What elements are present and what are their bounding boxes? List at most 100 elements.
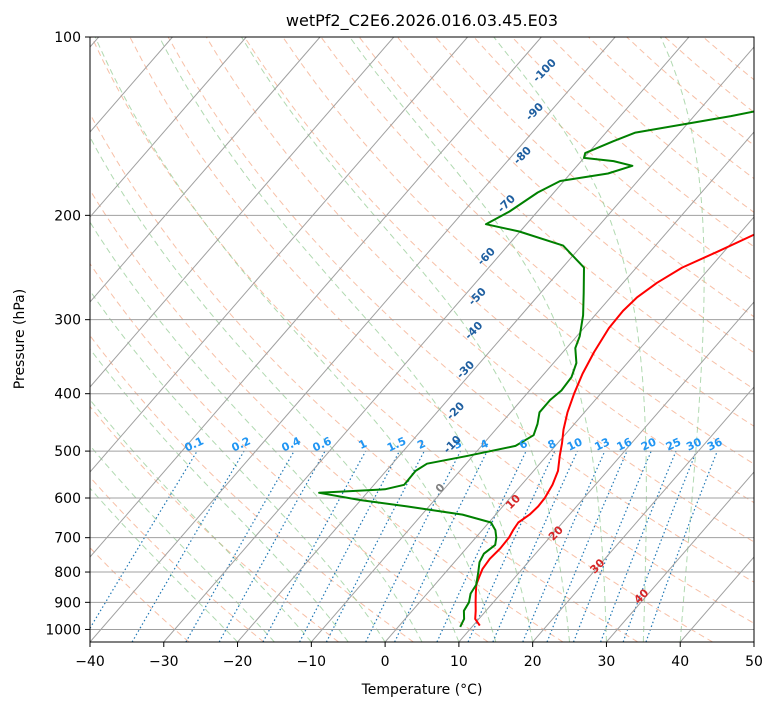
- moist-adiabat-line: [90, 136, 460, 642]
- x-tick-label: 20: [524, 654, 542, 670]
- moist-adiabat-line: [349, 37, 607, 642]
- temperature-profile-line: [474, 233, 754, 627]
- mixing-ratio-label: 13: [593, 435, 612, 453]
- mixing-ratio-lines: [90, 450, 718, 642]
- isotherm-line: [753, 641, 754, 642]
- moist-adiabat-line: [94, 37, 497, 642]
- moist-adiabat-line: [90, 348, 349, 642]
- dry-adiabat-line: [129, 37, 754, 624]
- isotherm-line: [90, 37, 542, 558]
- isotherm-line: [90, 37, 321, 303]
- isotherm-line: [532, 386, 754, 642]
- y-tick-label: 600: [54, 491, 81, 507]
- chart-title: wetPf2_C2E6.2026.016.03.45.E03: [286, 11, 558, 31]
- moist-adiabat-line: [241, 37, 571, 642]
- dry-adiabat-lines: [90, 37, 754, 642]
- moist-adiabat-line: [90, 487, 238, 642]
- y-axis-ticks: 1000 900 800 700 600 500 400 300 200 100: [45, 30, 90, 638]
- y-tick-label: 100: [54, 30, 81, 46]
- dewpoint-profile-line: [318, 110, 754, 628]
- moist-adiabat-label: -100: [530, 56, 559, 85]
- mixing-ratio-line: [622, 450, 698, 642]
- y-tick-label: 700: [54, 531, 81, 547]
- y-tick-label: 200: [54, 208, 81, 224]
- dry-adiabat-line: [244, 37, 754, 504]
- x-tick-label: 40: [671, 654, 689, 670]
- dry-adiabat-line: [626, 37, 754, 146]
- mixing-ratio-line: [600, 450, 677, 642]
- moist-adiabat-label: -50: [466, 285, 489, 308]
- moist-adiabat-lines: [90, 37, 705, 642]
- y-tick-label: 800: [54, 565, 81, 581]
- isotherm-line: [458, 301, 754, 642]
- dry-adiabat-line: [435, 37, 754, 318]
- y-axis-label: Pressure (hPa): [12, 289, 28, 389]
- plot-frame: [89, 36, 755, 643]
- isotherm-line: [310, 131, 754, 642]
- isotherm-line: [90, 37, 468, 473]
- x-tick-label: −30: [149, 654, 179, 670]
- y-tick-label: 1000: [45, 622, 81, 638]
- moist-adiabat-label: -70: [495, 192, 518, 215]
- isotherm-line: [90, 37, 395, 388]
- moist-adiabat-line: [90, 290, 386, 642]
- dry-adiabat-line: [702, 37, 754, 81]
- x-tick-label: 10: [450, 654, 468, 670]
- dry-adiabat-line: [90, 262, 489, 642]
- isotherm-line: [163, 37, 690, 642]
- y-tick-label: 400: [54, 387, 81, 403]
- mixing-ratio-label: 1: [357, 437, 369, 452]
- y-tick-label: 300: [54, 313, 81, 329]
- isotherm-line: [237, 46, 754, 642]
- x-tick-label: 0: [381, 654, 390, 670]
- moist-adiabat-line: [493, 37, 647, 642]
- mixing-ratio-line: [299, 450, 401, 642]
- mixing-ratio-line: [218, 450, 326, 642]
- mixing-ratio-line: [546, 450, 628, 642]
- dry-adiabat-label: 20: [546, 523, 566, 543]
- isotherm-line: [90, 37, 616, 642]
- isotherm-line: [90, 37, 247, 218]
- y-tick-label: 500: [54, 444, 81, 460]
- x-tick-label: −10: [297, 654, 327, 670]
- isotherm-line: [384, 216, 754, 642]
- dry-adiabat-line: [90, 189, 564, 642]
- moist-adiabat-label: -20: [444, 399, 467, 422]
- x-tick-label: 30: [598, 654, 616, 670]
- mixing-ratio-line: [645, 450, 718, 642]
- plot-area: 0.1 0.2 0.4 0.6 1 1.5 2 3 4 6 8 10 13 16 20 25 30 36-100-…: [90, 37, 754, 642]
- mixing-ratio-line: [492, 450, 578, 642]
- x-tick-label: 50: [745, 654, 763, 670]
- mixing-ratio-label: 10: [565, 435, 585, 453]
- dry-adiabat-line: [205, 37, 754, 543]
- dry-adiabat-line: [397, 37, 754, 354]
- mixing-ratio-line: [467, 450, 556, 642]
- isotherm-lines: [90, 37, 754, 642]
- x-axis-label: Temperature (°C): [361, 682, 483, 698]
- mixing-ratio-line: [572, 450, 652, 642]
- dry-adiabat-line: [511, 37, 754, 248]
- x-axis-ticks: −40 −30 −20 −10 0 10 20 30 40 50: [75, 642, 763, 670]
- x-tick-label: −40: [75, 654, 105, 670]
- isotherm-line: [606, 471, 754, 642]
- moist-adiabat-label: -60: [475, 245, 498, 268]
- mixing-ratio-label: 2: [415, 437, 427, 452]
- mixing-ratio-line: [522, 450, 606, 642]
- mixing-ratio-line: [90, 450, 198, 630]
- mixing-ratio-label: 30: [684, 435, 704, 453]
- dry-adiabat-line: [473, 37, 754, 283]
- moist-adiabat-label: -10: [441, 433, 464, 456]
- moist-adiabat-line: [90, 444, 275, 642]
- isotherm-line: [679, 556, 754, 642]
- mixing-ratio-line: [262, 450, 367, 642]
- dry-adiabat-line: [90, 112, 639, 642]
- isobar-gridlines: [90, 37, 754, 630]
- dry-adiabat-line: [90, 476, 265, 642]
- mixing-ratio-label: 36: [705, 435, 725, 453]
- series-layer: [318, 110, 754, 628]
- moist-adiabat-line: [90, 221, 423, 642]
- moist-adiabat-line: [660, 37, 705, 642]
- moist-adiabat-line: [90, 398, 312, 642]
- moist-adiabat-line: [158, 37, 534, 642]
